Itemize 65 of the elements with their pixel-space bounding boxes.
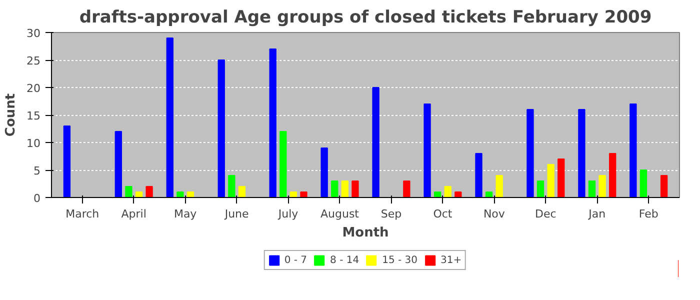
bar (496, 175, 503, 198)
chart-title: drafts-approval Age groups of closed tickets February 2009 (79, 8, 652, 28)
bar (640, 170, 648, 198)
y-tick-label: 15 (26, 110, 41, 122)
bar (228, 175, 236, 198)
y-tick-label: 20 (26, 82, 41, 95)
bar (238, 186, 246, 198)
y-tick-label: 5 (34, 164, 40, 178)
x-tick-label: July (277, 208, 299, 220)
x-tick-label: Sep (380, 208, 402, 220)
x-tick-label: August (320, 208, 360, 220)
bar (300, 192, 308, 198)
bar (608, 153, 616, 198)
bar (135, 192, 143, 198)
bar (403, 180, 410, 198)
x-tick-label: Dec (535, 208, 556, 220)
bar (280, 131, 287, 198)
bar (63, 126, 71, 198)
legend-label: 0 - 7 (284, 254, 308, 266)
x-tick-label: Nov (483, 208, 506, 220)
bar (218, 60, 225, 198)
bar (558, 158, 565, 198)
x-axis-title: Month (342, 226, 389, 240)
bar (331, 180, 338, 198)
y-tick-label: 0 (34, 192, 40, 205)
x-tick-label: Jan (588, 208, 606, 220)
bar (372, 87, 380, 198)
bar (475, 153, 482, 198)
bar (434, 192, 442, 198)
bar (444, 186, 452, 198)
bar (536, 180, 544, 198)
bar (186, 192, 194, 198)
bar (660, 175, 668, 198)
bar (114, 131, 122, 198)
x-tick-label: Oct (433, 208, 453, 220)
legend-label: 31+ (440, 254, 462, 266)
bar (269, 48, 276, 198)
x-tick-label: June (224, 208, 250, 220)
y-tick-label: 10 (26, 137, 41, 150)
bar (547, 164, 554, 198)
bar (485, 192, 493, 198)
bar (125, 186, 132, 198)
x-tick-label: Feb (638, 208, 658, 220)
bar (176, 192, 184, 198)
bar (146, 186, 153, 198)
y-tick-label: 25 (26, 54, 41, 68)
bar (588, 180, 596, 198)
bar (598, 175, 606, 198)
legend-label: 15 - 30 (382, 254, 418, 266)
bar (352, 180, 359, 198)
bar (166, 38, 174, 198)
bar (526, 109, 534, 198)
x-tick-label: April (121, 208, 146, 220)
x-tick-label: March (66, 208, 100, 220)
x-tick-label: May (174, 208, 198, 220)
bar (290, 192, 298, 198)
bar (454, 192, 462, 198)
bar (578, 109, 586, 198)
legend-label: 8 - 14 (330, 254, 360, 266)
bar (320, 148, 328, 198)
y-tick-label: 30 (26, 27, 41, 40)
bar (424, 104, 431, 198)
bar (341, 180, 348, 198)
y-axis-title: Count (4, 93, 19, 137)
bar (630, 104, 637, 198)
